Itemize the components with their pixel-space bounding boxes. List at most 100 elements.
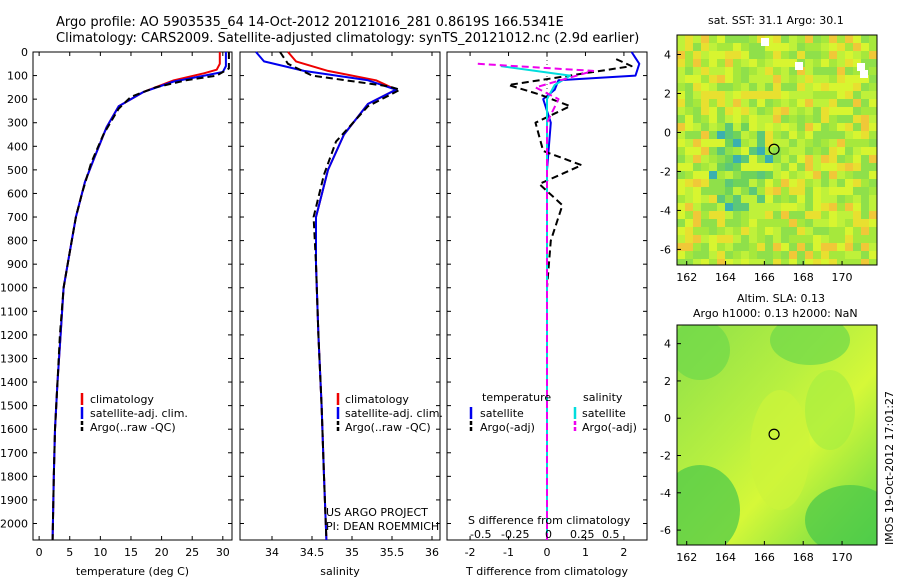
sst-cell (861, 115, 869, 123)
sst-cell (733, 179, 741, 187)
sst-cell (725, 43, 733, 51)
sst-cell (845, 251, 853, 259)
sst-cell (845, 107, 853, 115)
sst-cell (685, 35, 693, 43)
sst-cell (813, 187, 821, 195)
sst-cell (781, 51, 789, 59)
sst-cell (717, 67, 725, 75)
sst-cell (709, 179, 717, 187)
sst-cell (861, 243, 869, 251)
sst-cell (725, 227, 733, 235)
sst-cell (821, 131, 829, 139)
legend-label-climatology: climatology (90, 393, 154, 406)
sst-cell (709, 235, 717, 243)
sst-cell (749, 243, 757, 251)
sst-cell (717, 163, 725, 171)
sst-cell (701, 187, 709, 195)
sst-cell (797, 163, 805, 171)
sst-cell (765, 107, 773, 115)
sst-cell (869, 67, 877, 75)
map-y-tick-label: -6 (660, 243, 671, 256)
map-x-tick-label: 170 (832, 271, 853, 284)
sst-cell (821, 123, 829, 131)
sla-blob (750, 390, 810, 510)
sst-cell (749, 163, 757, 171)
plot-frame (32, 51, 233, 541)
sst-cell (773, 243, 781, 251)
sst-cell (733, 123, 741, 131)
sst-cell (829, 203, 837, 211)
sst-cell (861, 131, 869, 139)
difference-panel: -2 -1 0 1 2 T difference from climatology (446, 51, 648, 578)
sst-cell (829, 83, 837, 91)
series-line-temperature-argo-adj- (507, 58, 633, 540)
sst-cell (685, 179, 693, 187)
sst-cell (741, 235, 749, 243)
sst-cell (749, 147, 757, 155)
sst-cell (837, 163, 845, 171)
sst-cell (773, 99, 781, 107)
sst-cell (821, 107, 829, 115)
sst-cell (741, 83, 749, 91)
sst-cell (685, 187, 693, 195)
sst-cell (693, 163, 701, 171)
sst-cell (701, 195, 709, 203)
sst-cell (733, 107, 741, 115)
sst-cell (757, 179, 765, 187)
sst-cell (869, 155, 877, 163)
sst-cell (861, 147, 869, 155)
sst-cell (709, 251, 717, 259)
sst-cell (773, 51, 781, 59)
map-x-tick-label: 166 (754, 271, 775, 284)
sst-cell (709, 195, 717, 203)
sst-cell (749, 59, 757, 67)
sst-cell (741, 211, 749, 219)
sst-cell (837, 115, 845, 123)
sst-cell (861, 99, 869, 107)
sst-cell (693, 235, 701, 243)
sst-cell (733, 163, 741, 171)
sst-cell (693, 131, 701, 139)
map-y-tick-label: -4 (660, 487, 671, 500)
sst-cell (861, 83, 869, 91)
sla-map: 162 164 166 168 170 4 2 0 -2 -4 -6 (660, 324, 878, 564)
sst-cell (813, 43, 821, 51)
sst-cell (717, 35, 725, 43)
sst-cell (845, 243, 853, 251)
sst-cell (741, 171, 749, 179)
sst-cell (725, 195, 733, 203)
sst-cell (701, 43, 709, 51)
sst-cell (725, 107, 733, 115)
sst-cell (733, 43, 741, 51)
sst-cell (805, 227, 813, 235)
sst-cell (821, 203, 829, 211)
sst-cell (709, 211, 717, 219)
sst-cell (781, 171, 789, 179)
sst-cell (813, 99, 821, 107)
sla-blob (805, 485, 877, 545)
sst-cell (757, 43, 765, 51)
sst-cell (845, 211, 853, 219)
header-line2: Climatology: CARS2009. Satellite-adjuste… (56, 31, 639, 46)
sst-cell (845, 75, 853, 83)
sst-cell (701, 83, 709, 91)
sst-cell (829, 187, 837, 195)
sst-cell (693, 83, 701, 91)
sst-cell (709, 43, 717, 51)
sst-cell (845, 91, 853, 99)
sst-cell (797, 243, 805, 251)
sst-cell (821, 43, 829, 51)
sst-cell (789, 67, 797, 75)
sst-cell (789, 251, 797, 259)
sst-cell (725, 91, 733, 99)
sst-cell (845, 131, 853, 139)
sst-cell (845, 123, 853, 131)
sst-cell (709, 203, 717, 211)
temp-legend: climatology satellite-adj. clim. Argo(..… (80, 393, 188, 434)
sst-cell (869, 195, 877, 203)
sst-cell (797, 219, 805, 227)
sst-cell (773, 187, 781, 195)
sst-cell (741, 243, 749, 251)
sst-cell (717, 123, 725, 131)
series-line-satellite-adj-clim- (255, 51, 397, 541)
